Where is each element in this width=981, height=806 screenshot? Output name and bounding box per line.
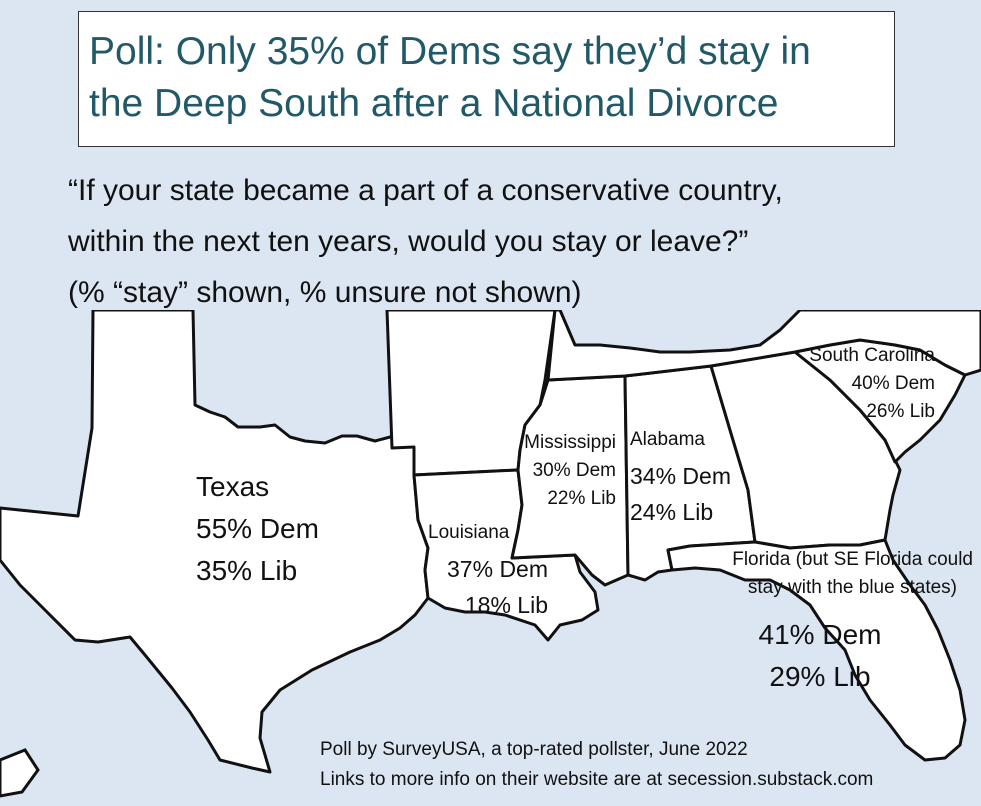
florida-shape <box>666 538 967 762</box>
alabama-values: 34% Dem 24% Lib <box>630 458 731 530</box>
mississippi-lib: 22% Lib <box>547 488 616 509</box>
question-note: (% “stay” shown, % unsure not shown) <box>68 276 582 309</box>
texas-dem: 55% Dem <box>196 513 319 544</box>
south-carolina-label: South Carolina 40% Dem 26% Lib <box>800 342 935 426</box>
mexico-island-shape <box>0 748 40 798</box>
south-carolina-lib: 26% Lib <box>866 401 935 422</box>
florida-lib: 29% Lib <box>769 661 871 692</box>
title-line-2: the Deep South after a National Divorce <box>89 82 779 125</box>
louisiana-dem: 37% Dem <box>447 556 548 582</box>
title-box: Poll: Only 35% of Dems say they’d stay i… <box>78 11 895 147</box>
south-carolina-dem: 40% Dem <box>851 373 935 394</box>
map-area: Texas 55% Dem 35% Lib Louisiana 37% Dem … <box>0 310 981 806</box>
source-line-2: Links to more info on their website are … <box>320 769 874 790</box>
florida-name-line-2: stay with the blue states) <box>747 577 957 598</box>
tennessee-shape <box>546 310 981 382</box>
source-note: Poll by SurveyUSA, a top-rated pollster,… <box>320 735 873 795</box>
poll-question: “If your state became a part of a conser… <box>68 165 968 318</box>
mississippi-label: Mississippi 30% Dem 22% Lib <box>518 429 616 513</box>
louisiana-name: Louisiana <box>428 522 510 543</box>
mississippi-shape <box>510 374 630 587</box>
source-line-1: Poll by SurveyUSA, a top-rated pollster,… <box>320 739 748 760</box>
florida-values: 41% Dem 29% Lib <box>740 614 900 698</box>
title-line-1: Poll: Only 35% of Dems say they’d stay i… <box>89 30 811 73</box>
texas-shape <box>0 310 430 774</box>
alabama-name: Alabama <box>630 429 705 450</box>
texas-label: Texas 55% Dem 35% Lib <box>196 466 319 592</box>
question-line-2: within the next ten years, would you sta… <box>68 225 749 258</box>
texas-lib: 35% Lib <box>196 555 298 586</box>
florida-caption: Florida (but SE Florida could stay with … <box>665 546 973 602</box>
louisiana-values: 37% Dem 18% Lib <box>430 551 548 623</box>
mississippi-name: Mississippi <box>524 432 616 453</box>
question-line-1: “If your state became a part of a conser… <box>68 174 783 207</box>
south-carolina-name: South Carolina <box>809 345 935 366</box>
alabama-dem: 34% Dem <box>630 463 731 489</box>
alabama-lib: 24% Lib <box>630 499 714 525</box>
louisiana-lib: 18% Lib <box>464 592 548 618</box>
mississippi-dem: 30% Dem <box>532 460 616 481</box>
florida-dem: 41% Dem <box>758 619 882 650</box>
florida-name-line-1: Florida (but SE Florida could <box>732 549 973 570</box>
texas-name: Texas <box>196 471 270 502</box>
southern-states-map <box>0 310 981 798</box>
